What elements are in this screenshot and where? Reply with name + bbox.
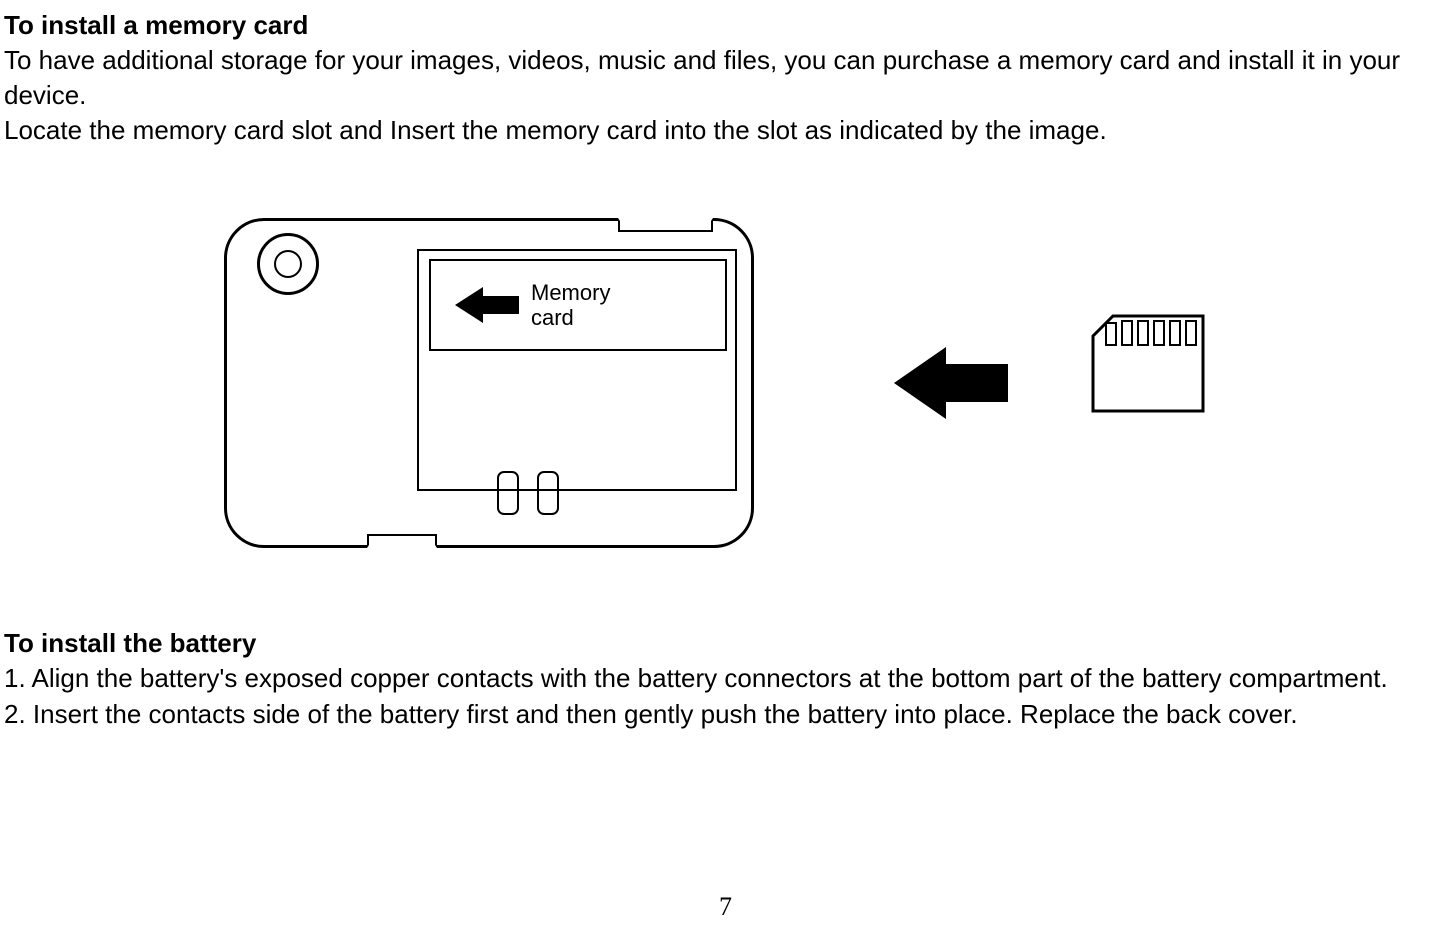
top-notch — [618, 218, 713, 232]
section2-step1: 1. Align the battery's exposed copper co… — [4, 661, 1447, 696]
slot-label: Memory card — [531, 280, 610, 331]
arrow-left-icon — [455, 287, 483, 323]
memory-card-slot: Memory card — [429, 259, 727, 351]
camera-inner-icon — [274, 250, 302, 278]
section2-heading: To install the battery — [4, 626, 1447, 661]
section1-heading: To install a memory card — [4, 8, 1447, 43]
slot-label-line2: card — [531, 305, 574, 330]
page-number: 7 — [719, 892, 732, 922]
arrow-left-tail-icon — [483, 296, 519, 314]
connector-pin-1-icon — [497, 471, 519, 515]
section1-para1: To have additional storage for your imag… — [4, 43, 1447, 113]
camera-lens-icon — [257, 233, 319, 295]
bottom-notch — [367, 534, 437, 548]
phone-back-outline: Memory card — [224, 218, 754, 548]
slot-label-line1: Memory — [531, 280, 610, 305]
document-page: To install a memory card To have additio… — [4, 8, 1447, 732]
big-arrow-head-icon — [894, 347, 946, 419]
connector-pin-2-icon — [537, 471, 559, 515]
section1-para2: Locate the memory card slot and Insert t… — [4, 113, 1447, 148]
memory-card-icon — [1088, 311, 1208, 416]
battery-compartment: Memory card — [417, 249, 737, 491]
insert-direction-arrow — [894, 347, 1008, 419]
section2-step2: 2. Insert the contacts side of the batte… — [4, 697, 1447, 732]
big-arrow-tail-icon — [946, 364, 1008, 402]
memory-card-diagram: Memory card — [224, 218, 1447, 548]
